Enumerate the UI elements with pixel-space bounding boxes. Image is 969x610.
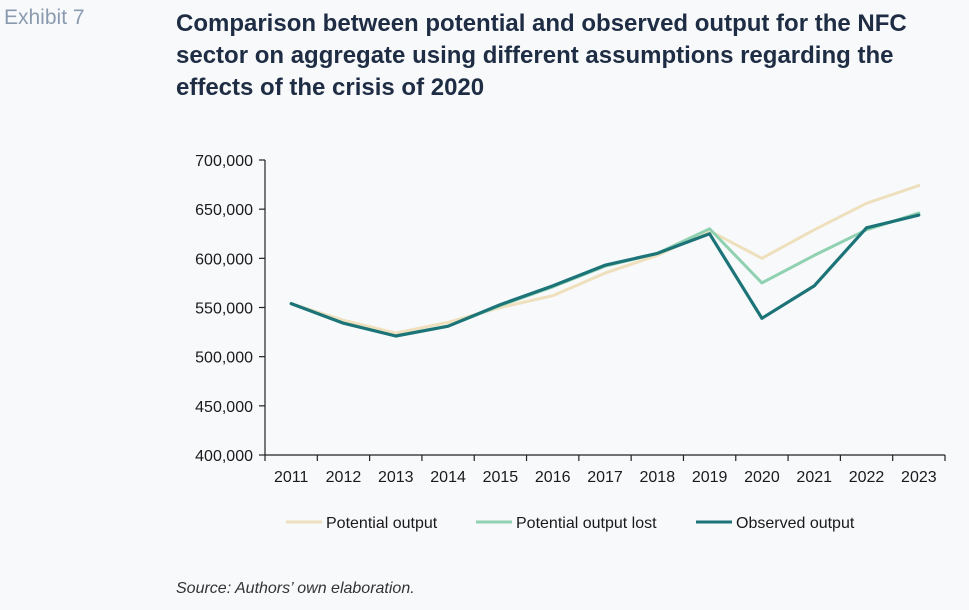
y-tick-label: 550,000	[195, 301, 253, 318]
x-tick-label: 2020	[744, 469, 780, 486]
y-tick-label: 700,000	[195, 153, 253, 170]
x-tick-label: 2023	[901, 469, 937, 486]
exhibit-label: Exhibit 7	[4, 6, 85, 29]
chart-series-lines	[289, 184, 921, 338]
x-tick-label: 2014	[430, 469, 466, 486]
x-tick-label: 2018	[640, 469, 676, 486]
series-line-1	[289, 184, 921, 335]
x-tick-label: 2022	[849, 469, 885, 486]
chart-legend: Potential output Potential output lost Obs…	[286, 515, 855, 532]
chart-title: Comparison between potential and observe…	[176, 10, 907, 101]
x-tick-label: 2012	[326, 469, 362, 486]
legend-label-1: Potential output	[326, 515, 438, 532]
y-tick-label: 500,000	[195, 350, 253, 367]
y-tick-label: 400,000	[195, 448, 253, 465]
y-tick-label: 650,000	[195, 202, 253, 219]
x-tick-label: 2011	[274, 469, 309, 486]
y-tick-label: 600,000	[195, 251, 253, 268]
source-note: Source: Authors’ own elaboration.	[176, 580, 415, 597]
x-tick-label: 2017	[587, 469, 623, 486]
x-tick-label: 2015	[483, 469, 519, 486]
chart-axes: 400,000 450,000 500,000 550,000 600,000 650,0…	[195, 153, 946, 486]
x-tick-label: 2016	[535, 469, 571, 486]
x-tick-label: 2013	[378, 469, 414, 486]
x-tick-label: 2021	[796, 469, 832, 486]
x-tick-label: 2019	[692, 469, 728, 486]
legend-label-3: Observed output	[736, 515, 855, 532]
series-line-3	[289, 213, 921, 338]
legend-label-2: Potential output lost	[516, 515, 657, 532]
y-tick-label: 450,000	[195, 399, 253, 416]
